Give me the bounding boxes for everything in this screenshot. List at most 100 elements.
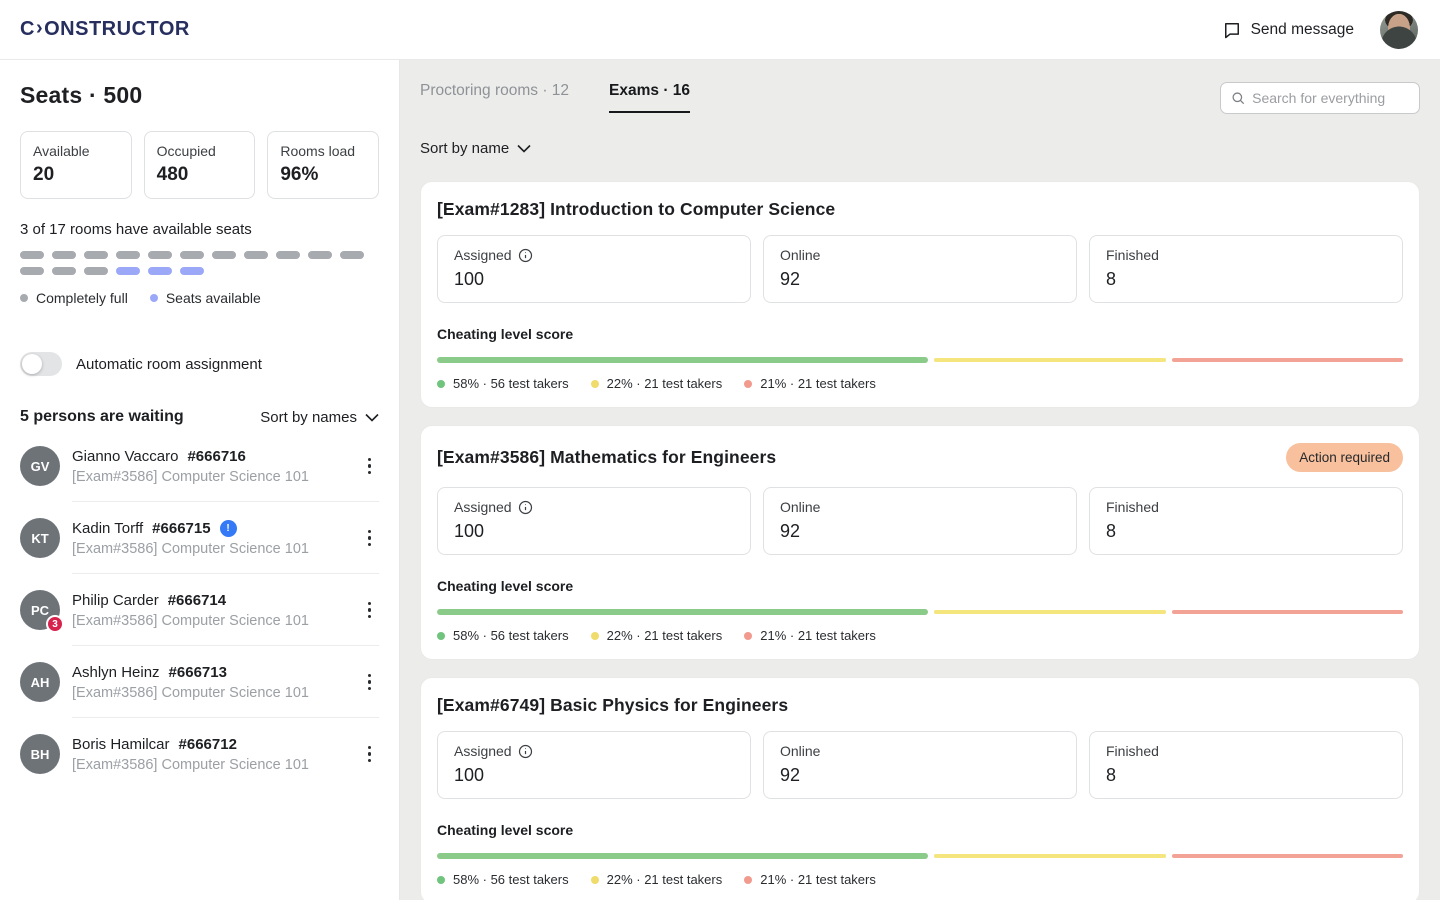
legend-completely-full-label: Completely full xyxy=(36,290,128,306)
person-menu-button[interactable] xyxy=(360,524,380,553)
person-name: Ashlyn Heinz xyxy=(72,663,160,681)
finished-value: 8 xyxy=(1106,521,1117,541)
room-bar-full xyxy=(276,251,300,259)
cheating-legend: 58% · 56 test takers 22% · 21 test takers… xyxy=(437,376,1403,391)
brand-logo: C › ONSTRUCTOR xyxy=(20,17,190,41)
search-box[interactable] xyxy=(1220,82,1420,114)
legend-seats-available: Seats available xyxy=(149,290,261,306)
occupied-value: 480 xyxy=(156,164,189,185)
low-dot-icon xyxy=(437,875,445,884)
cheating-legend-label: 22% · 21 test takers xyxy=(606,628,723,643)
person-menu-button[interactable] xyxy=(360,740,380,769)
sort-by-name-dropdown[interactable]: Sort by name xyxy=(420,140,531,157)
main-tabs: Proctoring rooms · 12 Exams · 16 xyxy=(420,82,691,113)
online-label: Online xyxy=(780,743,821,759)
tab-exams[interactable]: Exams · 16 xyxy=(609,82,691,113)
person-name: Boris Hamilcar xyxy=(72,735,170,753)
avatar: PC 3 xyxy=(20,590,64,633)
online-value: 92 xyxy=(780,269,801,289)
cheating-label: Cheating level score xyxy=(437,822,574,838)
assigned-stat-box: Assigned 100 xyxy=(437,731,751,799)
waiting-person-row: PC 3 Philip Carder #666714 [Exam#3586] C… xyxy=(20,574,379,646)
exam-card: [Exam#3586] Mathematics for Engineers Ac… xyxy=(420,425,1420,660)
cheating-label: Cheating level score xyxy=(437,578,574,594)
assigned-value: 100 xyxy=(454,765,485,785)
cheating-bar-segment-low xyxy=(437,853,929,859)
online-stat-box: Online 92 xyxy=(763,487,1077,555)
rooms-load-label: Rooms load xyxy=(280,143,356,159)
cheating-legend-item-high: 21% · 21 test takers xyxy=(744,628,876,643)
room-bar-full xyxy=(148,251,172,259)
online-stat-box: Online 92 xyxy=(763,731,1077,799)
cheating-legend-item-low: 58% · 56 test takers xyxy=(437,376,569,391)
auto-assign-toggle[interactable] xyxy=(20,352,62,376)
info-icon[interactable] xyxy=(518,248,533,263)
cheating-bar-segment-medium xyxy=(934,854,1166,858)
assigned-value: 100 xyxy=(454,269,485,289)
finished-stat-box: Finished 8 xyxy=(1089,235,1403,303)
high-dot-icon xyxy=(744,875,753,884)
tab-proctoring-rooms[interactable]: Proctoring rooms · 12 xyxy=(420,82,570,99)
room-bar-full xyxy=(84,267,108,275)
assigned-stat-box: Assigned 100 xyxy=(437,235,751,303)
user-avatar[interactable] xyxy=(1380,10,1418,49)
room-bar-full xyxy=(20,267,44,275)
room-bar-full xyxy=(52,267,76,275)
occupied-stat-card: Occupied 480 xyxy=(143,131,256,199)
cheating-bar-segment-medium xyxy=(934,610,1166,614)
high-dot-icon xyxy=(744,379,753,388)
room-bar-available xyxy=(116,267,140,275)
cheating-bar-segment-low xyxy=(437,357,929,363)
auto-assign-label: Automatic room assignment xyxy=(76,355,262,373)
room-bar-full xyxy=(308,251,332,259)
low-dot-icon xyxy=(437,379,445,388)
exam-title: [Exam#6749] Basic Physics for Engineers xyxy=(437,695,789,715)
room-load-bars xyxy=(20,251,370,275)
search-input[interactable] xyxy=(1252,90,1409,106)
room-bar-full xyxy=(84,251,108,259)
person-menu-button[interactable] xyxy=(360,596,380,625)
avatar: GV xyxy=(20,446,60,486)
info-icon[interactable] xyxy=(518,500,533,515)
available-label: Available xyxy=(33,143,90,159)
sort-by-names-dropdown[interactable]: Sort by names xyxy=(260,409,379,426)
send-message-button[interactable]: Send message xyxy=(1222,20,1354,40)
online-value: 92 xyxy=(780,765,801,785)
cheating-bar-segment-high xyxy=(1171,610,1403,614)
waiting-list: GV Gianno Vaccaro #666716 [Exam#3586] Co… xyxy=(20,430,379,790)
waiting-person-row: AH Ashlyn Heinz #666713 [Exam#3586] Comp… xyxy=(20,646,379,718)
chevron-down-icon xyxy=(517,144,531,153)
person-menu-button[interactable] xyxy=(360,668,380,697)
cheating-level-bar xyxy=(437,853,1403,859)
brand-chevron-icon: › xyxy=(35,17,44,39)
room-bar-full xyxy=(20,251,44,259)
legend-seats-available-label: Seats available xyxy=(165,290,261,306)
online-value: 92 xyxy=(780,521,801,541)
cheating-legend: 58% · 56 test takers 22% · 21 test takers… xyxy=(437,628,1403,643)
sort-by-names-label: Sort by names xyxy=(260,408,357,426)
topbar: C › ONSTRUCTOR Send message xyxy=(0,0,1440,60)
info-icon[interactable] xyxy=(518,744,533,759)
notification-count-badge: 3 xyxy=(46,615,64,633)
finished-stat-box: Finished 8 xyxy=(1089,731,1403,799)
person-exam: [Exam#3586] Computer Science 101 xyxy=(72,756,309,773)
person-menu-button[interactable] xyxy=(360,452,380,481)
cheating-legend-label: 21% · 21 test takers xyxy=(760,376,876,391)
person-name: Kadin Torff xyxy=(72,519,144,537)
avatar-initials: AH xyxy=(30,674,50,690)
occupied-label: Occupied xyxy=(156,143,216,159)
avatar-initials: GV xyxy=(30,458,50,474)
finished-stat-box: Finished 8 xyxy=(1089,487,1403,555)
available-value: 20 xyxy=(33,164,55,185)
room-bar-full xyxy=(340,251,364,259)
room-bar-full xyxy=(244,251,268,259)
exam-card: [Exam#6749] Basic Physics for Engineers … xyxy=(420,677,1420,900)
send-message-label: Send message xyxy=(1250,20,1354,38)
person-id: #666716 xyxy=(187,447,246,465)
room-bar-full xyxy=(52,251,76,259)
room-bar-full xyxy=(116,251,140,259)
person-exam: [Exam#3586] Computer Science 101 xyxy=(72,468,309,485)
seat-legend: Completely full Seats available xyxy=(20,290,379,306)
assigned-label: Assigned xyxy=(454,247,512,263)
cheating-legend-label: 22% · 21 test takers xyxy=(606,872,723,887)
